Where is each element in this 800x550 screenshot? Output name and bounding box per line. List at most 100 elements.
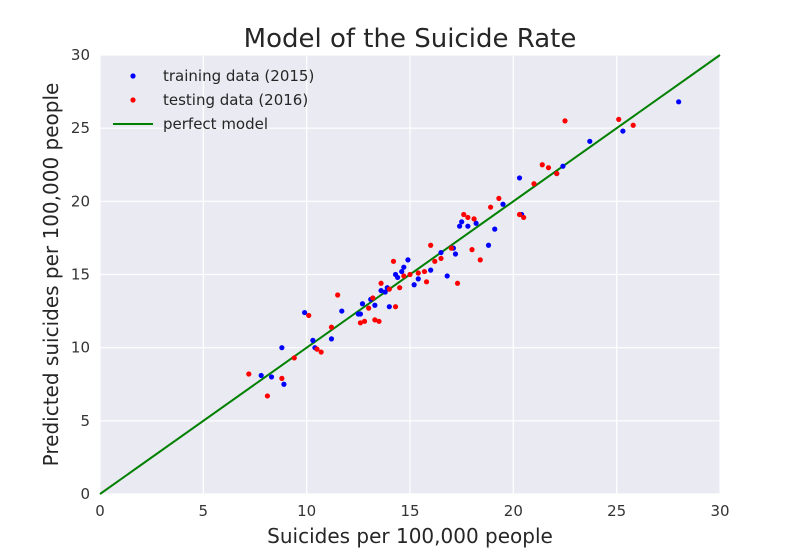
y-tick-label: 20 <box>71 192 90 210</box>
testing-data-point <box>465 214 471 221</box>
training-data-point <box>444 273 450 279</box>
training-data-point <box>372 302 378 308</box>
training-data-point <box>415 276 421 282</box>
testing-data-point <box>328 324 335 330</box>
training-data-point <box>405 257 411 263</box>
chart-title: Model of the Suicide Rate <box>244 24 577 54</box>
testing-data-point <box>392 304 399 310</box>
testing-data-point <box>370 295 376 301</box>
testing-data-point <box>423 279 430 285</box>
testing-data-point <box>335 292 341 298</box>
testing-data-point <box>397 285 403 291</box>
training-data-point <box>428 267 434 273</box>
testing-data-point <box>616 116 622 122</box>
training-data-point <box>281 381 287 387</box>
training-data-point <box>560 163 566 169</box>
testing-data-point <box>496 195 502 202</box>
testing-data-point <box>376 318 382 324</box>
y-tick-label: 30 <box>71 46 90 64</box>
training-data-point <box>411 282 417 288</box>
y-axis-ticks: 0 5 10 15 20 25 30 <box>71 46 90 503</box>
x-axis-label: Suicides per 100,000 people <box>267 524 553 548</box>
testing-data-point <box>386 286 392 292</box>
testing-data-point <box>554 170 560 177</box>
x-tick-label: 30 <box>710 502 729 520</box>
testing-data-point <box>539 162 545 168</box>
testing-data-point <box>390 258 397 264</box>
testing-data-point <box>361 318 368 324</box>
training-data-point <box>516 175 523 181</box>
training-data-point <box>359 301 366 307</box>
legend-point-swatch <box>130 97 136 103</box>
x-tick-label: 25 <box>607 502 626 520</box>
testing-data-point <box>357 320 363 326</box>
testing-data-point <box>562 118 568 124</box>
training-data-point <box>465 223 471 229</box>
testing-data-point <box>318 349 324 355</box>
y-tick-label: 5 <box>80 412 90 430</box>
x-tick-label: 10 <box>297 502 316 520</box>
training-data-point <box>473 220 479 226</box>
x-tick-label: 5 <box>199 502 209 520</box>
training-data-point <box>620 128 626 134</box>
testing-data-point <box>372 317 378 323</box>
x-tick-label: 0 <box>95 502 105 520</box>
testing-data-point <box>630 122 636 128</box>
testing-data-point <box>448 245 454 251</box>
testing-data-point <box>471 216 477 222</box>
training-data-point <box>386 304 392 310</box>
training-data-point <box>457 223 463 229</box>
training-data-point <box>339 308 345 314</box>
training-data-point <box>401 264 407 270</box>
testing-data-point <box>246 371 252 377</box>
x-tick-label: 15 <box>400 502 419 520</box>
y-axis-label: Predicted suicides per 100,000 people <box>39 83 63 467</box>
training-data-point <box>310 337 316 343</box>
testing-data-point <box>477 257 483 263</box>
training-data-point <box>382 289 388 295</box>
testing-data-point <box>291 355 297 361</box>
training-data-point <box>676 99 682 105</box>
testing-data-point <box>545 165 552 171</box>
testing-data-point <box>438 255 444 262</box>
data-point-series <box>246 99 682 399</box>
testing-data-point <box>306 312 312 319</box>
testing-data-point <box>407 271 413 278</box>
x-axis-ticks: 0 5 10 15 20 25 30 <box>95 502 729 520</box>
testing-data-point <box>531 181 537 187</box>
training-data-point <box>258 372 264 379</box>
training-data-point <box>492 226 498 232</box>
y-tick-label: 10 <box>71 339 90 357</box>
testing-data-point <box>454 280 461 286</box>
testing-data-point <box>516 211 523 218</box>
x-tick-label: 20 <box>504 502 523 520</box>
training-data-point <box>328 336 335 342</box>
training-data-point <box>378 287 384 294</box>
testing-data-point <box>428 242 434 248</box>
y-tick-label: 15 <box>71 266 90 284</box>
testing-data-point <box>488 204 494 210</box>
legend-entry-label: testing data (2016) <box>163 91 308 109</box>
legend-point-swatch <box>130 73 136 79</box>
testing-data-point <box>378 280 384 286</box>
testing-data-point <box>401 273 407 279</box>
testing-data-point <box>279 375 285 381</box>
testing-data-point <box>415 270 421 276</box>
legend-entry-label: perfect model <box>163 115 268 133</box>
training-data-point <box>357 311 363 317</box>
legend-entry-label: training data (2015) <box>163 67 314 85</box>
legend: training data (2015) testing data (2016) p… <box>113 67 314 133</box>
y-tick-label: 25 <box>71 119 90 137</box>
testing-data-point <box>314 346 320 352</box>
testing-data-point <box>264 393 270 399</box>
training-data-point <box>302 309 308 316</box>
training-data-point <box>452 251 459 257</box>
testing-data-point <box>461 211 467 218</box>
training-data-point <box>438 249 444 256</box>
testing-data-point <box>432 258 438 264</box>
training-data-point <box>399 268 405 275</box>
testing-data-point <box>469 247 475 253</box>
training-data-point <box>395 274 401 281</box>
testing-data-point <box>421 268 428 275</box>
